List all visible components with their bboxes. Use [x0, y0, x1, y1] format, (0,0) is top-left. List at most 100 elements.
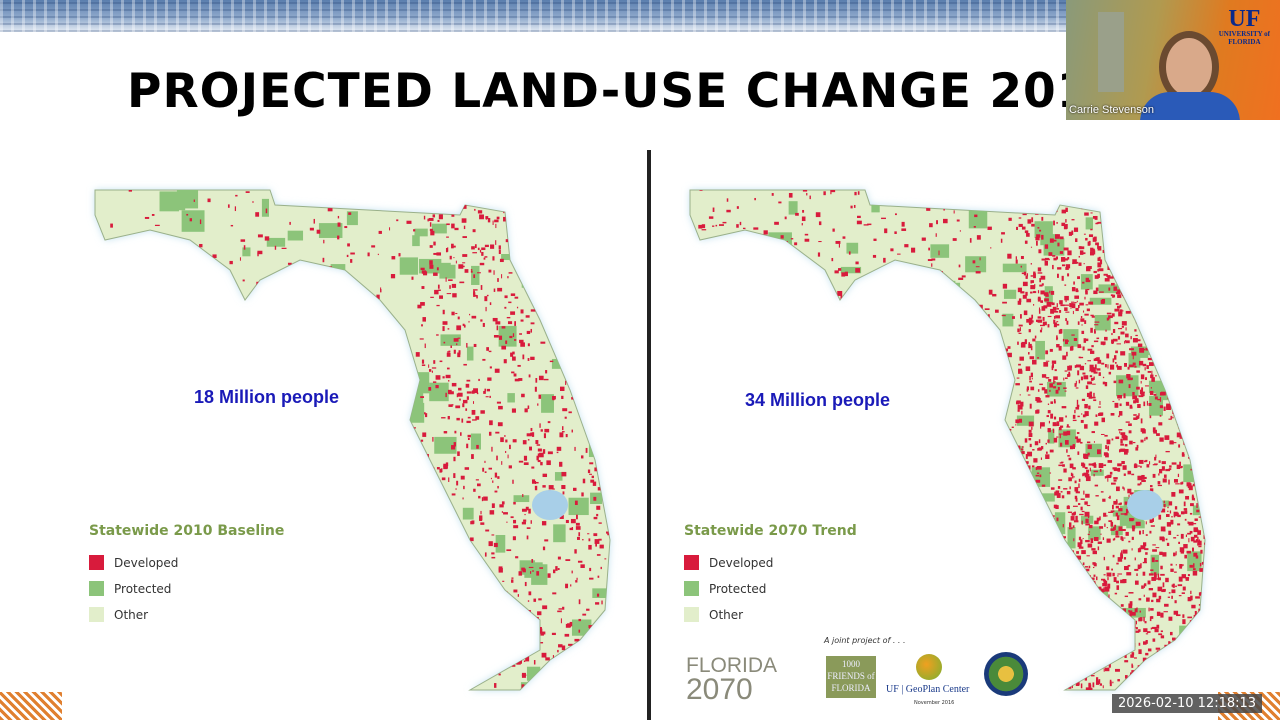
developed-area	[422, 578, 427, 580]
developed-area	[505, 340, 508, 344]
developed-area	[1140, 563, 1142, 569]
developed-area	[927, 484, 932, 490]
developed-area	[1090, 577, 1095, 580]
developed-area	[485, 306, 487, 312]
developed-area	[936, 320, 939, 325]
protected-area	[260, 442, 268, 459]
developed-area	[338, 599, 342, 604]
developed-area	[942, 439, 946, 442]
protected-area	[296, 626, 316, 644]
developed-area	[530, 571, 532, 574]
developed-area	[927, 466, 932, 471]
developed-area	[760, 632, 764, 636]
developed-area	[486, 294, 489, 297]
developed-area	[722, 418, 727, 423]
developed-area	[190, 299, 193, 301]
developed-area	[313, 218, 315, 224]
developed-area	[722, 309, 725, 312]
developed-area	[1158, 362, 1161, 367]
developed-area	[1194, 224, 1197, 228]
developed-area	[901, 541, 903, 544]
developed-area	[698, 224, 703, 229]
developed-area	[1029, 403, 1032, 409]
developed-area	[501, 511, 503, 513]
developed-area	[1170, 235, 1173, 239]
developed-area	[527, 439, 530, 441]
developed-area	[283, 497, 286, 501]
developed-area	[1062, 355, 1067, 360]
developed-area	[424, 689, 427, 690]
developed-area	[1067, 653, 1071, 658]
developed-area	[1153, 311, 1156, 317]
developed-area	[1142, 211, 1147, 216]
developed-area	[1140, 465, 1142, 468]
developed-area	[453, 338, 459, 342]
developed-area	[1030, 291, 1033, 294]
developed-area	[522, 568, 526, 573]
developed-area	[448, 279, 453, 281]
developed-area	[786, 472, 791, 475]
developed-area	[1186, 191, 1192, 196]
protected-area	[945, 280, 956, 297]
developed-area	[1132, 362, 1136, 366]
developed-area	[1090, 616, 1092, 618]
developed-area	[510, 190, 514, 194]
developed-area	[508, 301, 512, 304]
developed-area	[173, 396, 178, 400]
developed-area	[1043, 605, 1046, 609]
developed-area	[505, 194, 508, 198]
developed-area	[1123, 393, 1126, 399]
developed-area	[816, 281, 819, 287]
developed-area	[522, 631, 526, 634]
developed-area	[971, 608, 976, 612]
developed-area	[171, 254, 173, 258]
developed-area	[1034, 335, 1037, 339]
developed-area	[850, 205, 853, 209]
developed-area	[733, 601, 738, 606]
developed-area	[1145, 534, 1148, 536]
developed-area	[1036, 519, 1039, 523]
developed-area	[928, 247, 930, 251]
developed-area	[462, 323, 465, 326]
developed-area	[421, 580, 427, 582]
developed-area	[754, 303, 758, 308]
developed-area	[947, 200, 951, 204]
developed-area	[1125, 340, 1130, 344]
developed-area	[485, 216, 487, 220]
developed-area	[1066, 320, 1069, 325]
protected-area	[123, 364, 134, 376]
developed-area	[562, 426, 564, 431]
developed-area	[465, 408, 468, 411]
protected-area	[957, 537, 967, 545]
developed-area	[1037, 553, 1040, 558]
developed-area	[235, 677, 241, 681]
protected-area	[373, 684, 391, 690]
developed-area	[1112, 538, 1115, 541]
protected-area	[1089, 297, 1112, 305]
developed-area	[736, 409, 741, 413]
developed-area	[1050, 674, 1054, 677]
developed-area	[1018, 363, 1021, 366]
developed-area	[1138, 642, 1141, 646]
developed-area	[1031, 426, 1033, 430]
participant-video-tile[interactable]: UF UNIVERSITY of FLORIDA Carrie Stevenson	[1066, 0, 1280, 120]
developed-area	[1058, 584, 1061, 588]
developed-area	[1177, 209, 1180, 214]
developed-area	[1108, 497, 1110, 499]
developed-area	[1018, 418, 1023, 423]
developed-area	[587, 655, 591, 659]
developed-area	[719, 513, 724, 516]
developed-area	[1042, 537, 1047, 540]
developed-area	[1155, 657, 1159, 662]
developed-area	[95, 395, 98, 398]
developed-area	[1136, 607, 1138, 613]
developed-area	[1117, 557, 1123, 562]
developed-area	[1134, 400, 1139, 403]
developed-area	[547, 683, 550, 687]
developed-area	[717, 463, 722, 467]
developed-area	[1101, 417, 1106, 423]
developed-area	[494, 201, 499, 204]
developed-area	[1077, 344, 1081, 346]
developed-area	[1200, 346, 1205, 351]
developed-area	[440, 644, 445, 649]
